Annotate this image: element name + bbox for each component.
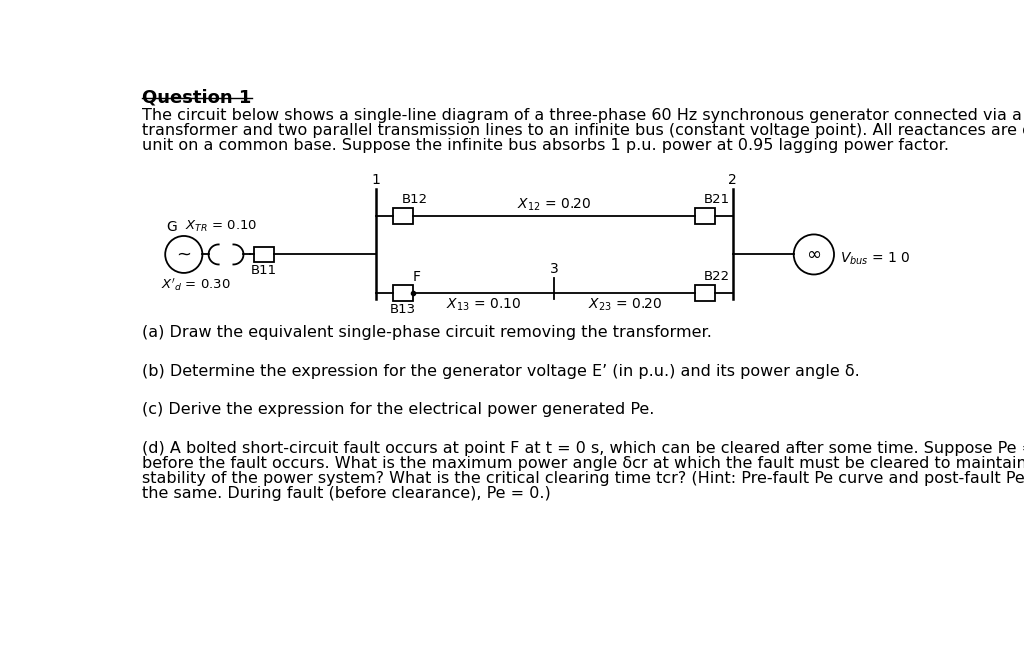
Text: B11: B11 [251, 264, 276, 277]
Text: ~: ~ [176, 245, 191, 263]
Text: B22: B22 [703, 270, 730, 283]
Text: (d) A bolted short-circuit fault occurs at point F at t = 0 s, which can be clea: (d) A bolted short-circuit fault occurs … [142, 441, 1024, 456]
Bar [695, 285, 716, 301]
Text: B12: B12 [401, 193, 428, 206]
Bar [393, 208, 414, 224]
Bar [393, 285, 414, 301]
Text: stability of the power system? What is the critical clearing time tcr? (Hint: Pr: stability of the power system? What is t… [142, 471, 1024, 486]
Text: $X_{TR}$ = 0.10: $X_{TR}$ = 0.10 [185, 219, 258, 234]
Text: B21: B21 [703, 193, 730, 206]
Text: transformer and two parallel transmission lines to an infinite bus (constant vol: transformer and two parallel transmissio… [142, 123, 1024, 138]
Text: the same. During fault (before clearance), Pe = 0.): the same. During fault (before clearance… [142, 486, 551, 501]
Bar [695, 208, 716, 224]
Circle shape [165, 236, 203, 273]
Text: 1: 1 [372, 173, 381, 187]
Text: 2: 2 [728, 173, 737, 187]
Text: unit on a common base. Suppose the infinite bus absorbs 1 p.u. power at 0.95 lag: unit on a common base. Suppose the infin… [142, 138, 949, 153]
Text: F: F [413, 270, 421, 284]
Text: The circuit below shows a single-line diagram of a three-phase 60 Hz synchronous: The circuit below shows a single-line di… [142, 108, 1022, 123]
Text: $X'_d$ = 0.30: $X'_d$ = 0.30 [162, 277, 231, 294]
Text: 3: 3 [550, 262, 559, 276]
Circle shape [794, 234, 834, 275]
Text: Question 1: Question 1 [142, 88, 251, 106]
Text: G: G [166, 219, 177, 234]
Text: $\infty$: $\infty$ [806, 245, 821, 264]
Text: before the fault occurs. What is the maximum power angle δcr at which the fault : before the fault occurs. What is the max… [142, 456, 1024, 471]
Text: $X_{13}$ = 0.10: $X_{13}$ = 0.10 [446, 297, 521, 313]
Text: $X_{23}$ = 0.20: $X_{23}$ = 0.20 [588, 297, 662, 313]
Bar [254, 247, 273, 262]
Text: (a) Draw the equivalent single-phase circuit removing the transformer.: (a) Draw the equivalent single-phase cir… [142, 326, 712, 340]
Text: $X_{12}$ = 0.20: $X_{12}$ = 0.20 [517, 197, 592, 213]
Text: B13: B13 [390, 303, 416, 316]
Text: $V_{bus}$ = 1 0: $V_{bus}$ = 1 0 [841, 251, 911, 268]
Text: (c) Derive the expression for the electrical power generated Pe.: (c) Derive the expression for the electr… [142, 402, 654, 417]
Text: (b) Determine the expression for the generator voltage E’ (in p.u.) and its powe: (b) Determine the expression for the gen… [142, 364, 860, 379]
